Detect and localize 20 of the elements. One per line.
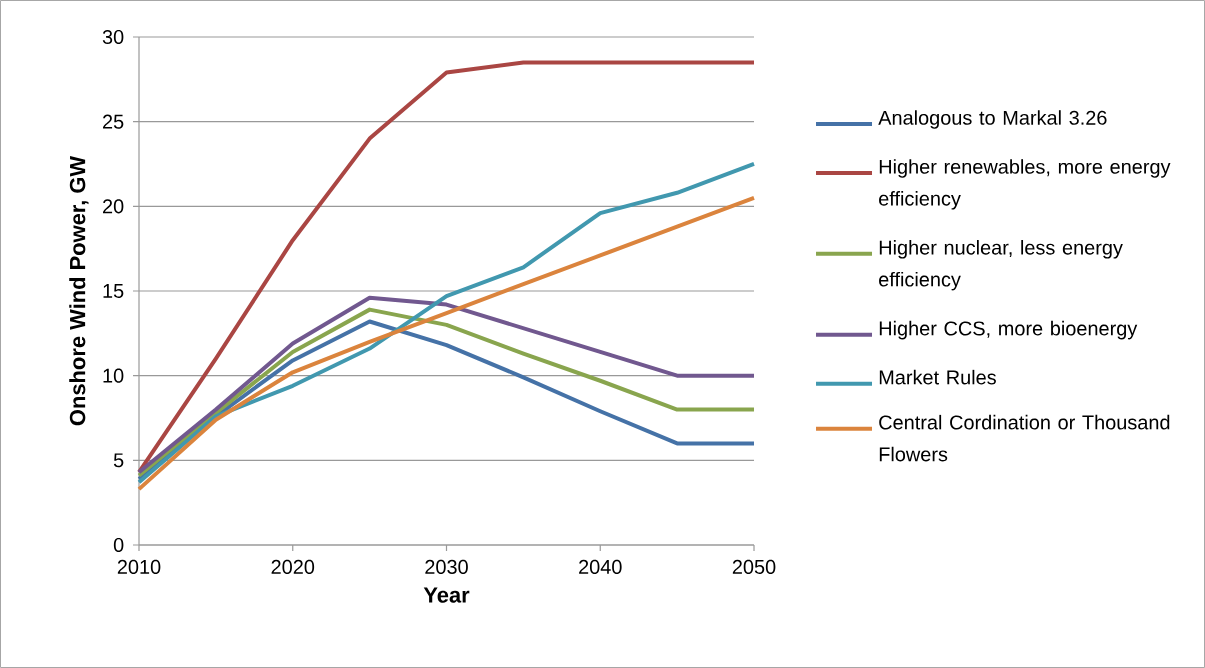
- y-tick-label: 10: [103, 368, 124, 383]
- y-tick-label: 5: [113, 453, 124, 468]
- x-tick-label: 2020: [271, 559, 315, 574]
- x-tick-label: 2030: [425, 559, 468, 574]
- legend-label: Central Cordination or Thousand Flowers: [879, 414, 1170, 462]
- y-tick-label: 25: [103, 114, 124, 129]
- x-axis-title: Year: [423, 587, 470, 603]
- y-tick-label: 0: [113, 537, 124, 553]
- legend-label: Higher CCS, more bioenergy: [879, 320, 1138, 340]
- y-axis-title: Onshore Wind Power, GW: [69, 155, 89, 426]
- x-tick-label: 2050: [732, 559, 776, 574]
- legend-label: Higher nuclear, less energy efficiency: [879, 240, 1123, 291]
- legend-label: Higher renewables, more energy efficiency: [879, 159, 1171, 210]
- x-tick-label: 2010: [117, 559, 161, 574]
- y-tick-label: 15: [103, 284, 124, 298]
- x-tick-label: 2040: [579, 559, 622, 574]
- y-tick-label: 20: [103, 199, 124, 214]
- legend-label: Market Rules: [879, 369, 996, 385]
- y-tick-label: 30: [102, 29, 124, 45]
- legend-label: Analogous to Markal 3.26: [878, 110, 1107, 129]
